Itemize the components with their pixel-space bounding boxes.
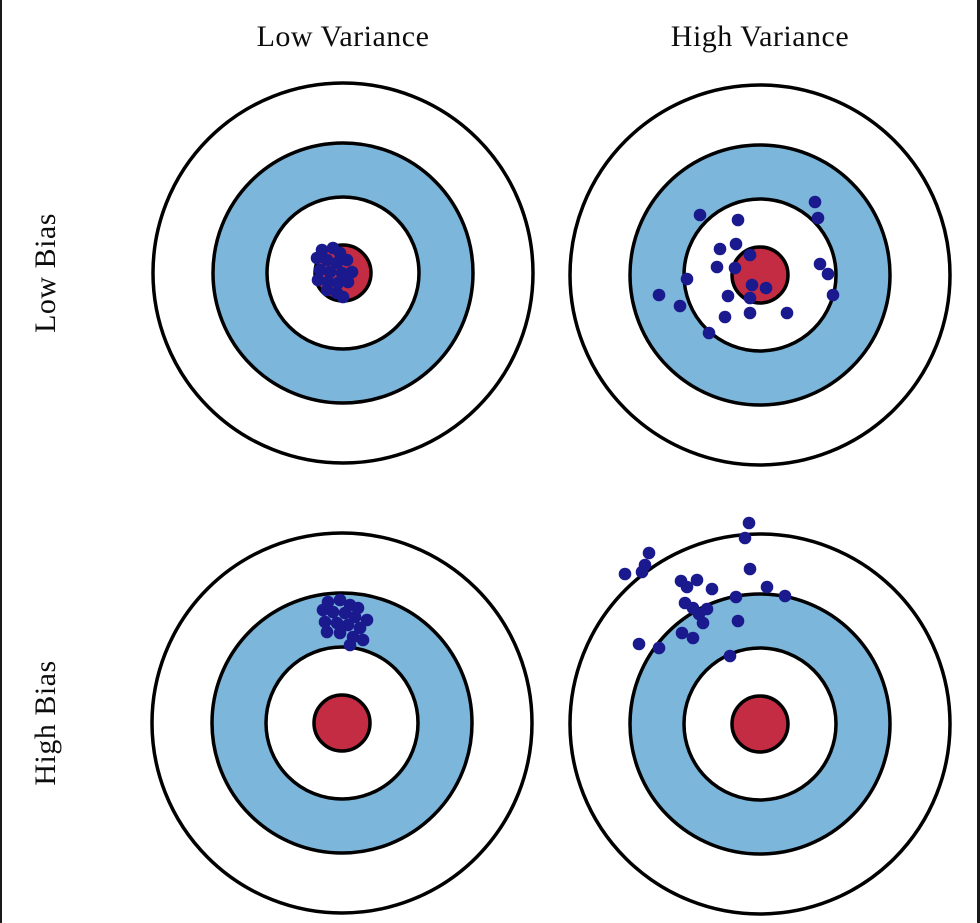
prediction-dot	[826, 288, 840, 302]
prediction-dot	[702, 326, 716, 340]
prediction-dot	[743, 291, 757, 305]
prediction-dot	[821, 267, 835, 281]
prediction-dot	[340, 253, 354, 267]
prediction-dot	[341, 618, 355, 632]
prediction-dot	[808, 195, 822, 209]
prediction-dot	[686, 631, 700, 645]
prediction-dot	[743, 248, 757, 262]
prediction-dot	[330, 256, 344, 270]
prediction-dot	[675, 626, 689, 640]
prediction-dot	[356, 633, 370, 647]
prediction-dot	[320, 625, 334, 639]
figure-left-edge-line	[0, 0, 2, 923]
prediction-dot	[336, 290, 350, 304]
prediction-dot	[618, 567, 632, 581]
target-high-bias-low-variance	[150, 531, 534, 915]
prediction-dot	[680, 272, 694, 286]
prediction-dot	[341, 275, 355, 289]
prediction-dot	[652, 641, 666, 655]
prediction-dot	[318, 615, 332, 629]
prediction-dot	[742, 516, 756, 530]
target-low-bias-high-variance	[568, 83, 952, 467]
prediction-dot	[778, 589, 792, 603]
prediction-dot	[811, 211, 825, 225]
prediction-dot	[745, 278, 759, 292]
column-header-high-variance: High Variance	[670, 20, 850, 53]
prediction-dot	[743, 562, 757, 576]
prediction-dot	[313, 263, 327, 277]
prediction-dot	[331, 276, 345, 290]
prediction-dot	[338, 606, 352, 620]
figure-right-edge-line	[977, 0, 980, 923]
prediction-dot	[320, 283, 334, 297]
prediction-dot	[743, 306, 757, 320]
prediction-dot	[693, 208, 707, 222]
prediction-dot	[729, 590, 743, 604]
prediction-dot	[721, 289, 735, 303]
prediction-dot	[652, 288, 666, 302]
prediction-dot	[330, 616, 344, 630]
prediction-dot	[320, 253, 334, 267]
prediction-dot	[680, 580, 694, 594]
prediction-dot	[780, 306, 794, 320]
prediction-dot	[326, 605, 340, 619]
prediction-dot	[718, 310, 732, 324]
prediction-dot	[713, 242, 727, 256]
prediction-dot	[311, 273, 325, 287]
bullseye	[730, 694, 790, 754]
prediction-dot	[813, 257, 827, 271]
prediction-dot	[310, 251, 324, 265]
prediction-dot	[335, 266, 349, 280]
prediction-dot	[690, 573, 704, 587]
prediction-dot	[635, 565, 649, 579]
prediction-dot	[731, 614, 745, 628]
prediction-dot	[642, 546, 656, 560]
prediction-dot	[731, 213, 745, 227]
prediction-dot	[705, 582, 719, 596]
prediction-dot	[738, 531, 752, 545]
column-header-low-variance: Low Variance	[256, 20, 430, 53]
prediction-dot	[723, 649, 737, 663]
prediction-dot	[333, 593, 347, 607]
prediction-dot	[673, 299, 687, 313]
prediction-dot	[323, 265, 337, 279]
prediction-dot	[353, 621, 367, 635]
prediction-dot	[760, 580, 774, 594]
prediction-dot	[345, 265, 359, 279]
prediction-dot	[632, 637, 646, 651]
prediction-dot	[343, 638, 357, 652]
prediction-dot	[729, 237, 743, 251]
bullseye	[312, 693, 372, 753]
prediction-dot	[316, 603, 330, 617]
prediction-dot	[728, 261, 742, 275]
prediction-dot	[759, 281, 773, 295]
target-high-bias-high-variance	[568, 516, 952, 916]
prediction-dot	[333, 626, 347, 640]
prediction-dot	[710, 260, 724, 274]
prediction-dot	[696, 616, 710, 630]
bullseye	[730, 245, 790, 305]
target-low-bias-low-variance	[151, 81, 535, 465]
